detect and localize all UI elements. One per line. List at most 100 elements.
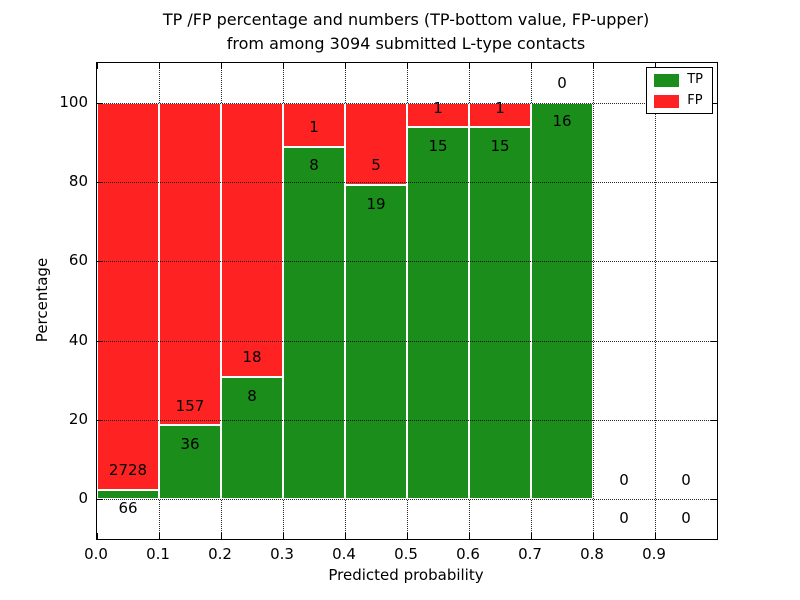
x-tick-bottom-0.2 (221, 533, 222, 539)
chart-title: TP /FP percentage and numbers (TP-bottom… (162, 10, 650, 29)
tp-count-label-0.4: 19 (366, 194, 386, 213)
legend-swatch-tp-icon (654, 73, 680, 87)
fp-count-label-0.1: 157 (175, 396, 205, 415)
y-tick-right-0 (711, 499, 717, 501)
y-tick-left-40 (97, 340, 103, 342)
legend-swatch-fp-icon (654, 94, 680, 108)
bar-tp-0.5 (407, 127, 469, 500)
tp-count-label-0.7: 16 (552, 111, 572, 130)
legend-label-tp: TP (687, 72, 703, 87)
x-tick-label-0.4: 0.4 (332, 545, 356, 563)
y-tick-left-0 (97, 499, 103, 501)
x-tick-label-0.6: 0.6 (456, 545, 480, 563)
y-tick-left-20 (97, 420, 103, 421)
y-axis-label: Percentage (33, 257, 51, 343)
x-tick-bottom-0.3 (283, 533, 284, 539)
bar-tp-0.7 (531, 102, 593, 500)
y-tick-right-20 (711, 420, 717, 421)
x-tick-bottom-0.9 (655, 533, 656, 539)
tp-count-label-0.3: 8 (309, 155, 319, 174)
y-tick-left-100 (97, 102, 103, 104)
gridline-y-0 (97, 499, 717, 501)
legend-item-tp: TP (654, 73, 703, 87)
fp-count-label-0.8: 0 (619, 470, 629, 489)
plot-area: TP FP 2728 66 157 36 18 8 1 8 5 19 1 15 1 15 0 16 0 0 0 0 (96, 62, 718, 540)
fp-count-label-0.6: 1 (495, 98, 505, 117)
tp-count-label-0.9: 0 (681, 508, 691, 527)
fp-count-label-0.3: 1 (309, 117, 319, 136)
fp-count-label-0.7: 0 (557, 73, 567, 92)
x-tick-top-0.4 (345, 63, 346, 69)
x-tick-label-0.7: 0.7 (518, 545, 542, 563)
bar-tp-0.1 (159, 425, 221, 500)
y-tick-right-80 (711, 182, 717, 183)
legend: TP FP (646, 67, 713, 114)
gridline-y-100 (97, 102, 717, 104)
x-tick-label-0.5: 0.5 (394, 545, 418, 563)
fp-count-label-0: 2728 (108, 461, 148, 480)
bar-tp-0.3 (283, 146, 345, 500)
y-tick-label-100: 100 (59, 92, 88, 111)
y-tick-right-100 (711, 102, 717, 104)
x-tick-label-0.9: 0.9 (642, 545, 666, 563)
y-tick-right-40 (711, 340, 717, 342)
bar-tp-0 (97, 489, 159, 500)
x-tick-label-0.3: 0.3 (270, 545, 294, 563)
x-tick-top-0.9 (655, 63, 656, 69)
x-tick-bottom-0.4 (345, 533, 346, 539)
legend-item-fp: FP (654, 94, 703, 108)
x-tick-bottom-0.6 (469, 533, 470, 539)
legend-label-fp: FP (687, 93, 703, 108)
x-tick-bottom-0.7 (531, 533, 532, 539)
y-tick-label-80: 80 (68, 172, 88, 190)
x-tick-bottom-0 (97, 533, 98, 539)
gridline-x-0.9 (655, 63, 656, 539)
tp-count-label-0.1: 36 (180, 434, 200, 453)
x-tick-label-0.2: 0.2 (208, 545, 232, 563)
gridline-y-20 (97, 420, 717, 421)
bar-fp-0.3 (283, 102, 345, 147)
x-tick-bottom-0.5 (407, 533, 408, 539)
x-tick-top-0.7 (531, 63, 532, 69)
bar-fp-0.4 (345, 102, 407, 186)
x-tick-top-0.6 (469, 63, 470, 69)
x-tick-bottom-0.8 (593, 533, 594, 539)
bar-tp-0.4 (345, 185, 407, 500)
y-tick-label-60: 60 (68, 251, 88, 270)
y-tick-right-60 (711, 261, 717, 263)
tp-count-label-0: 66 (118, 499, 138, 518)
gridline-x-0.8 (593, 63, 594, 539)
gridline-y-80 (97, 182, 717, 183)
bar-fp-0.1 (159, 102, 221, 426)
bar-fp-0.2 (221, 102, 283, 378)
x-tick-top-0.8 (593, 63, 594, 69)
x-tick-bottom-0.1 (159, 533, 160, 539)
x-tick-top-0 (97, 63, 98, 69)
tp-count-label-0.8: 0 (619, 508, 629, 527)
y-tick-label-20: 20 (68, 410, 88, 428)
gridline-y-40 (97, 340, 717, 342)
tp-count-label-0.2: 8 (247, 386, 257, 405)
fp-count-label-0.4: 5 (371, 156, 381, 175)
x-tick-label-0.1: 0.1 (146, 545, 170, 563)
chart-subtitle: from among 3094 submitted L-type contact… (226, 34, 586, 53)
fp-count-label-0.2: 18 (242, 348, 262, 367)
x-tick-top-0.2 (221, 63, 222, 69)
fp-count-label-0.5: 1 (433, 98, 443, 117)
gridline-y-60 (97, 261, 717, 263)
x-tick-top-0.5 (407, 63, 408, 69)
bar-tp-0.6 (469, 127, 531, 500)
tp-count-label-0.6: 15 (490, 136, 510, 155)
y-tick-left-80 (97, 182, 103, 183)
bar-tp-0.2 (221, 377, 283, 500)
fp-count-label-0.9: 0 (681, 470, 691, 489)
tp-count-label-0.5: 15 (428, 136, 448, 155)
x-tick-label-0.8: 0.8 (580, 545, 604, 563)
x-tick-label-0.0: 0.0 (84, 545, 108, 563)
y-tick-label-0: 0 (78, 489, 88, 508)
x-tick-top-0.3 (283, 63, 284, 69)
y-tick-left-60 (97, 261, 103, 263)
x-tick-top-0.1 (159, 63, 160, 69)
y-tick-label-40: 40 (68, 330, 88, 349)
